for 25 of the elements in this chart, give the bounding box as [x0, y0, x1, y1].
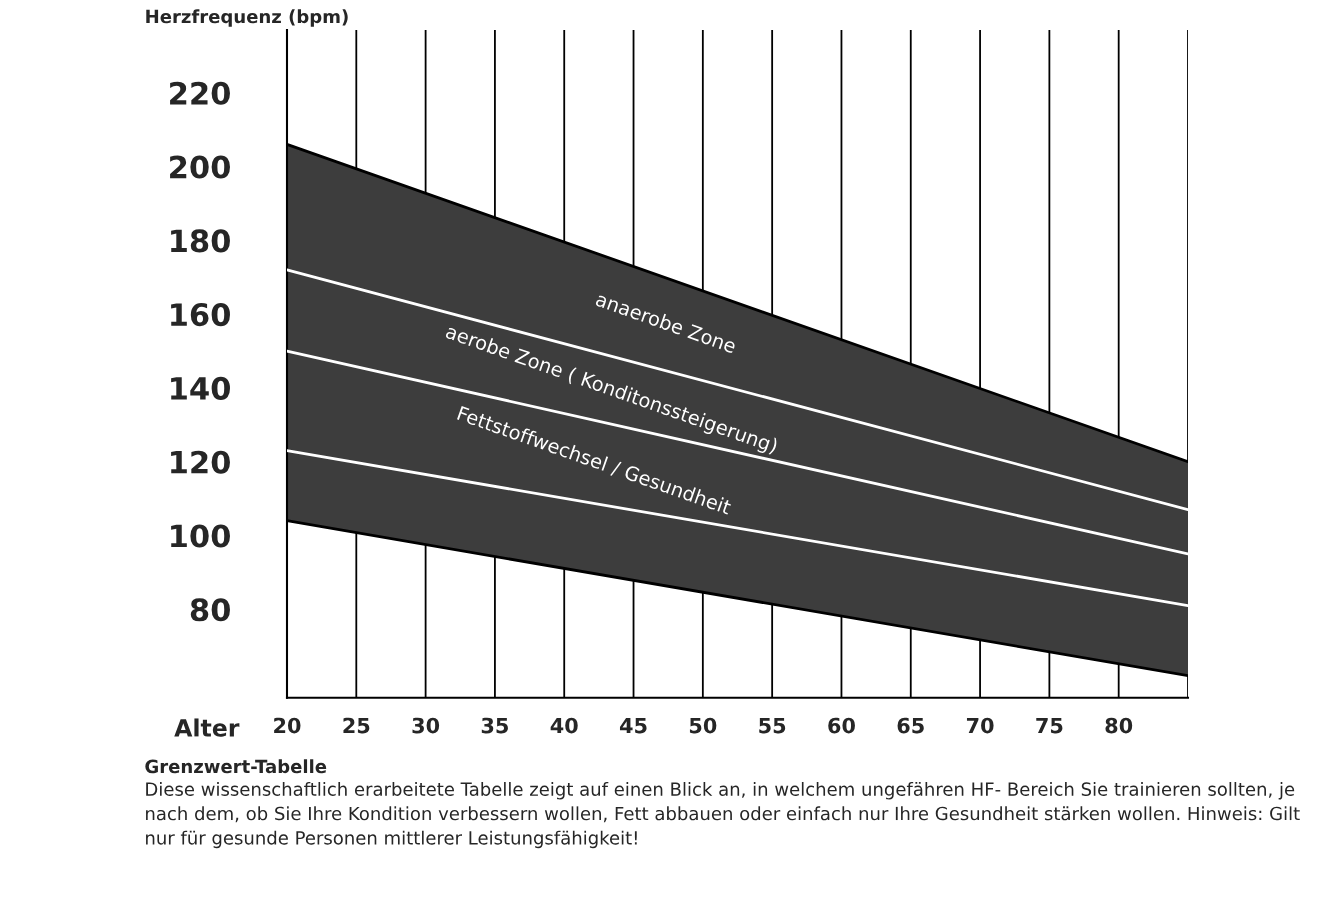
x-tick-label: 30	[412, 717, 440, 734]
x-tick-label: 60	[828, 717, 855, 734]
y-tick-label: 220	[170, 81, 230, 105]
x-tick-label: 45	[619, 717, 647, 734]
x-tick-label: 80	[1105, 717, 1133, 734]
y-tick-label: 140	[171, 376, 230, 400]
y-tick-label: 160	[171, 303, 230, 327]
text: Grenzwert-Tabelle	[145, 759, 327, 774]
x-axis-title: Alter	[174, 718, 240, 737]
text: Diese wissenschaftlich erarbeitete Tabelle zeigt auf einen Blick an, in welchem ungefähren HF- Bereich Sie trainieren sollten, je nach dem, ob Sie Ihre Kondition verbessern wollen, Fett abbauen oder einfach nur Ihre Gesundheit stärken wollen. Hinweis: Gilt nur für gesunde Personen mittlerer Leistungsfähigkeit!	[146, 782, 1300, 849]
x-tick-label: 50	[689, 717, 717, 734]
y-axis-title: Herzfrequenz (bpm)	[146, 9, 348, 27]
x-tick-label: 40	[550, 717, 578, 734]
x-tick-label: 75	[1036, 717, 1063, 734]
x-tick-label: 25	[343, 717, 370, 734]
x-tick-label: 70	[966, 717, 994, 734]
x-tick-label: 35	[481, 717, 508, 734]
x-tick-label: 20	[274, 717, 301, 734]
y-tick-label: 80	[190, 598, 230, 622]
y-tick-label: 180	[171, 229, 230, 253]
y-tick-label: 120	[171, 450, 230, 474]
x-tick-label: 55	[759, 717, 786, 734]
x-tick-label: 65	[897, 717, 924, 734]
y-tick-label: 200	[170, 155, 230, 179]
y-tick-label: 100	[171, 524, 230, 548]
